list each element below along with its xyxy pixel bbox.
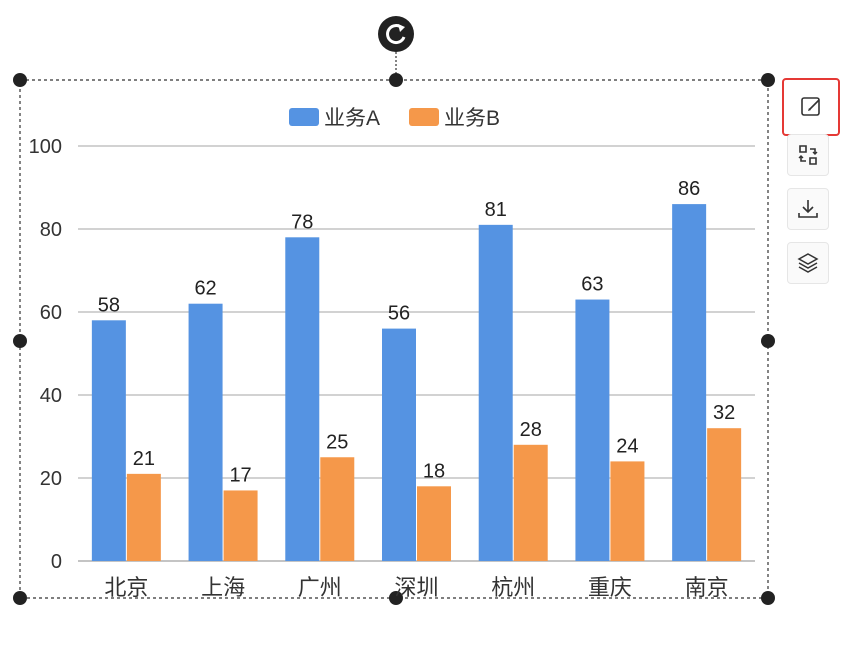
edit-button[interactable] (782, 78, 840, 136)
y-tick-label: 60 (40, 302, 62, 324)
y-tick-label: 100 (29, 136, 62, 158)
bar-chart: 0 20 40 60 80 100 58 21 62 17 78 25 56 18 81 28 63 24 86 3… (29, 107, 755, 600)
x-tick-label: 杭州 (491, 575, 535, 600)
resize-handle[interactable] (13, 334, 27, 348)
resize-handle[interactable] (389, 73, 403, 87)
bar[interactable] (672, 204, 707, 561)
y-tick-label: 40 (40, 385, 62, 407)
bar[interactable] (513, 444, 548, 561)
x-tick-label: 北京 (104, 575, 148, 600)
x-tick-label: 南京 (685, 575, 729, 600)
y-tick-label: 0 (51, 551, 62, 573)
legend[interactable]: 业务A 业务B (289, 107, 500, 130)
bar[interactable] (126, 473, 161, 561)
bar[interactable] (478, 224, 513, 561)
legend-swatch (289, 108, 319, 126)
bar[interactable] (320, 457, 355, 561)
bar[interactable] (91, 320, 126, 561)
y-tick-label: 20 (40, 468, 62, 490)
bar[interactable] (223, 490, 258, 561)
swap-button[interactable] (787, 134, 829, 176)
data-label: 58 (98, 294, 120, 316)
x-tick-label: 重庆 (588, 575, 632, 600)
bar[interactable] (382, 328, 416, 561)
resize-handle[interactable] (761, 73, 775, 87)
legend-label: 业务B (444, 107, 500, 130)
layers-button[interactable] (787, 242, 829, 284)
data-label: 56 (388, 303, 410, 325)
gridlines (78, 145, 755, 562)
data-label: 78 (291, 211, 313, 233)
x-tick-label: 深圳 (394, 575, 438, 600)
data-label: 81 (485, 199, 507, 221)
bar[interactable] (188, 303, 223, 561)
data-label: 32 (713, 402, 735, 424)
y-axis-ticks: 0 20 40 60 80 100 (29, 136, 62, 573)
data-label: 18 (423, 460, 445, 482)
bar[interactable] (575, 299, 610, 561)
resize-handle[interactable] (761, 334, 775, 348)
bar[interactable] (610, 461, 645, 561)
data-label: 17 (229, 464, 251, 486)
bar[interactable] (417, 486, 451, 561)
resize-handle[interactable] (13, 591, 27, 605)
bar[interactable] (285, 237, 320, 562)
data-label: 21 (133, 448, 155, 470)
data-label: 63 (581, 274, 603, 296)
data-label: 62 (194, 278, 216, 300)
rotate-icon[interactable] (378, 16, 414, 52)
y-tick-label: 80 (40, 219, 62, 241)
swap-icon (798, 145, 818, 165)
resize-handles[interactable] (13, 73, 775, 605)
legend-label: 业务A (324, 107, 380, 130)
bars: 58 21 62 17 78 25 56 18 81 28 63 24 86 32 (91, 178, 742, 562)
x-tick-label: 上海 (201, 575, 245, 600)
resize-handle[interactable] (13, 73, 27, 87)
data-label: 86 (678, 178, 700, 200)
download-icon (798, 200, 818, 218)
download-button[interactable] (787, 188, 829, 230)
resize-handle[interactable] (761, 591, 775, 605)
x-axis-ticks: 北京 上海 广州 深圳 杭州 重庆 南京 (104, 575, 728, 600)
data-label: 24 (616, 435, 638, 457)
resize-handle[interactable] (389, 591, 403, 605)
data-label: 28 (520, 419, 542, 441)
data-label: 25 (326, 431, 348, 453)
legend-swatch (409, 108, 439, 126)
edit-icon (801, 97, 820, 116)
bar[interactable] (707, 428, 742, 561)
x-tick-label: 广州 (298, 575, 342, 600)
layers-icon (797, 253, 819, 273)
